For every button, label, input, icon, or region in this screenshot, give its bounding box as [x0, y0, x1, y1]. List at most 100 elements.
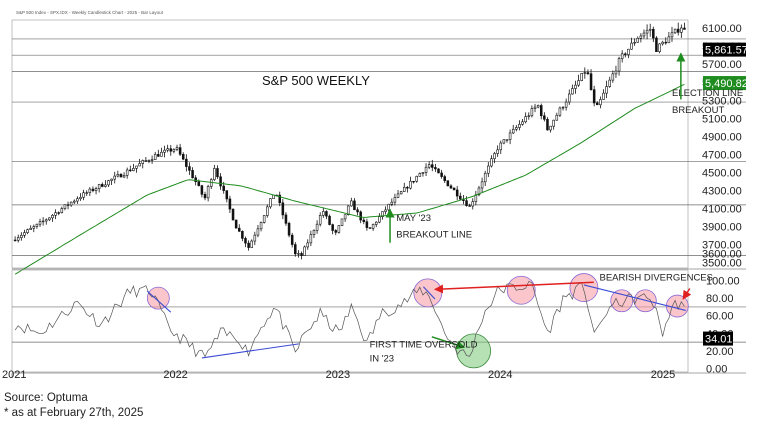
price-panel-frame — [11, 19, 689, 269]
candle-body — [219, 176, 222, 187]
candle-body — [508, 132, 512, 140]
candle-body — [38, 221, 42, 225]
divergence-circle — [413, 278, 443, 308]
candle-body — [418, 173, 422, 177]
candle-body — [23, 232, 26, 236]
candle-body — [676, 28, 680, 33]
candle-body — [26, 229, 29, 233]
candle-body — [231, 208, 235, 221]
candle-body — [88, 188, 92, 193]
candle-body — [599, 99, 602, 106]
candle-body — [306, 242, 310, 248]
candle-body — [468, 205, 471, 207]
candle-body — [421, 172, 425, 174]
candle-body — [571, 88, 574, 95]
candle-body — [13, 239, 17, 242]
candle-body — [122, 175, 126, 178]
candle-body — [583, 72, 587, 74]
candle-body — [496, 149, 499, 154]
candle-body — [552, 119, 555, 127]
candle-body — [147, 160, 151, 162]
candle-body — [325, 211, 328, 217]
candle-body — [627, 48, 630, 55]
candle-body — [661, 41, 664, 45]
candle-body — [69, 201, 73, 206]
candle-body — [667, 36, 671, 44]
date-note: * as at February 27th, 2025 — [4, 407, 144, 419]
oscillator-y-tick: 60.00 — [706, 311, 734, 323]
candle-body — [259, 222, 263, 230]
moving-average-line — [14, 83, 685, 275]
divergence-trend-line — [422, 286, 436, 300]
x-tick-label: 2025 — [651, 369, 675, 381]
candle-body — [331, 224, 334, 231]
candle-body — [645, 29, 649, 34]
y-tick-label: 4700.00 — [702, 149, 742, 161]
y-tick-label: 6100.00 — [702, 23, 742, 35]
candle-body — [655, 37, 658, 52]
candle-body — [652, 28, 655, 39]
candle-body — [169, 148, 173, 152]
candle-body — [104, 184, 107, 187]
candle-body — [315, 223, 319, 231]
candle-body — [194, 177, 197, 183]
candle-body — [387, 203, 390, 211]
candle-body — [32, 226, 36, 229]
candle-body — [294, 244, 297, 255]
oscillator-value-label: 34.01 — [705, 334, 733, 346]
candle-body — [197, 181, 201, 186]
candle-body — [527, 115, 531, 117]
oscillator-y-tick: 80.00 — [706, 293, 734, 305]
candle-body — [116, 174, 120, 177]
oscillator-arrow — [434, 281, 594, 294]
candle-body — [480, 181, 484, 189]
candle-body — [113, 175, 116, 180]
candle-body — [518, 123, 521, 128]
candle-body — [228, 198, 232, 210]
candle-body — [602, 92, 605, 100]
candle-body — [611, 73, 615, 81]
candle-body — [415, 176, 418, 182]
candle-body — [79, 196, 82, 200]
candle-body — [82, 192, 85, 198]
candle-body — [452, 187, 456, 191]
y-tick-label: 4100.00 — [702, 203, 742, 215]
candle-body — [589, 73, 593, 90]
candle-body — [633, 41, 636, 44]
oscillator-y-tick: 20.00 — [706, 346, 734, 358]
candle-body — [213, 168, 216, 180]
price-annotation: BREAKOUT — [672, 105, 724, 116]
candle-body — [51, 215, 54, 219]
source-note: Source: Optuma — [4, 392, 88, 404]
candle-body — [166, 148, 169, 151]
candle-body — [91, 188, 95, 191]
divergence-trend-line — [583, 284, 686, 311]
candle-body — [284, 214, 288, 224]
candle-body — [561, 106, 565, 109]
candle-body — [346, 205, 350, 215]
candle-body — [449, 185, 453, 189]
last-price-box — [703, 42, 746, 57]
candle-body — [281, 202, 285, 216]
candle-body — [278, 194, 281, 204]
candle-body — [487, 165, 490, 174]
candle-body — [337, 225, 341, 233]
chart-caption: S&P 500 Index - SPX.IDX - Weekly Candles… — [16, 10, 164, 15]
candle-body — [437, 168, 440, 174]
candle-body — [536, 105, 540, 108]
oscillator-annotation: BEARISH DIVERGENCES — [599, 273, 713, 284]
divergence-circle — [610, 289, 634, 313]
candle-body — [427, 164, 431, 168]
candle-body — [200, 185, 204, 195]
candle-body — [206, 186, 210, 199]
candle-body — [290, 234, 294, 245]
oscillator-arrow — [682, 288, 692, 300]
candle-body — [524, 116, 527, 123]
candle-body — [72, 200, 76, 203]
candle-body — [564, 101, 568, 108]
candle-body — [490, 158, 493, 167]
candle-body — [303, 246, 306, 256]
candle-body — [312, 229, 316, 235]
candle-body — [673, 28, 677, 34]
candle-body — [399, 191, 403, 195]
